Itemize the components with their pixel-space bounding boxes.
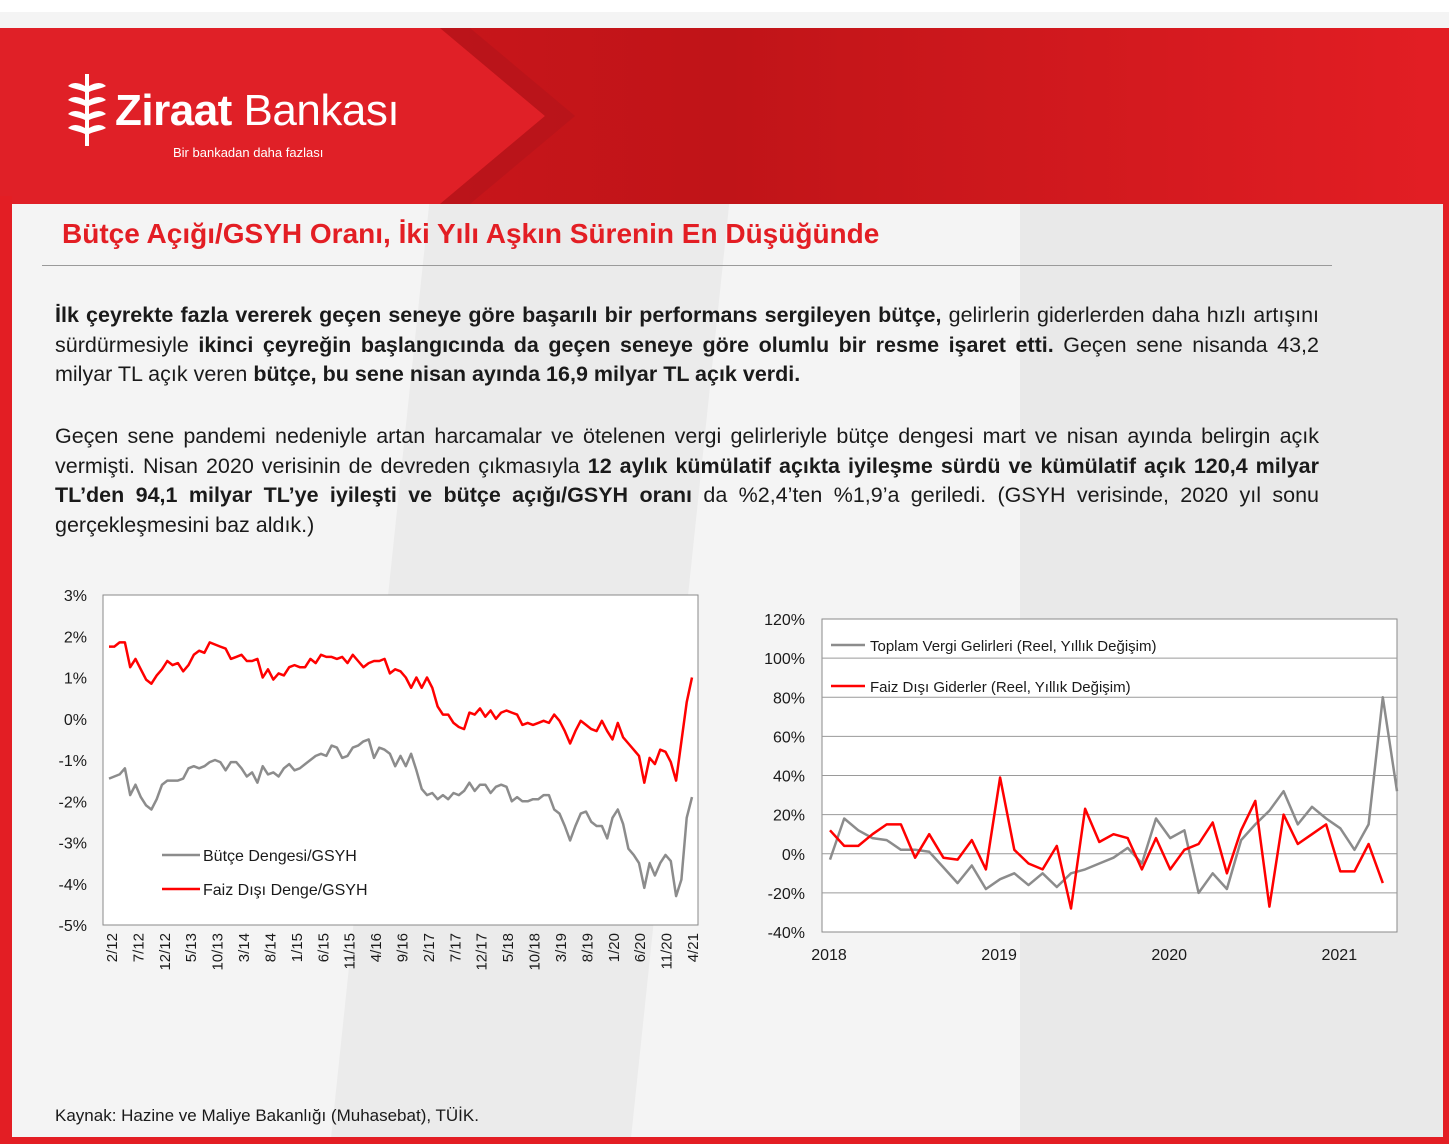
y-tick-label: 2% xyxy=(64,629,87,646)
x-tick-label: 5/13 xyxy=(183,933,200,962)
paragraph-2: Geçen sene pandemi nedeniyle artan harca… xyxy=(55,422,1319,540)
legend-label-1: Bütçe Dengesi/GSYH xyxy=(203,848,357,865)
x-tick-label: 11/20 xyxy=(659,933,676,969)
y-tick-label: -2% xyxy=(59,794,87,811)
chart-tax-revenue-spending: 120% 100% 80% 60% 40% 20% 0% -20% -40% 2018 2019 20… xyxy=(764,612,1399,964)
x-tick-label: 7/17 xyxy=(447,933,464,962)
x-tick-label: 5/18 xyxy=(500,933,517,962)
page-title: Bütçe Açığı/GSYH Oranı, İki Yılı Aşkın S… xyxy=(62,218,880,249)
x-tick-label: 8/19 xyxy=(579,933,596,962)
series-line-1 xyxy=(828,696,1399,895)
y-tick-label: 20% xyxy=(773,808,805,825)
legend-label-2: Faiz Dışı Denge/GSYH xyxy=(203,882,368,899)
title-divider xyxy=(42,265,1332,266)
paragraph-1: İlk çeyrekte fazla vererek geçen seneye … xyxy=(55,301,1319,390)
x-tick-label: 12/12 xyxy=(157,933,174,971)
series-line-2 xyxy=(109,641,694,784)
frame-border-bottom xyxy=(0,1137,1449,1144)
legend-label-1: Toplam Vergi Gelirleri (Reel, Yıllık Değ… xyxy=(870,638,1156,655)
y-tick-label: 80% xyxy=(773,690,805,707)
x-tick-label: 1/15 xyxy=(289,933,306,962)
source-note: Kaynak: Hazine ve Maliye Bakanlığı (Muha… xyxy=(55,1106,479,1125)
wheat-logo-icon xyxy=(68,74,106,146)
x-tick-label: 7/12 xyxy=(130,933,147,962)
x-tick-label: 6/20 xyxy=(632,933,649,962)
y-tick-label: 0% xyxy=(64,712,87,729)
brand-name: Ziraat Bankası xyxy=(115,86,400,135)
paragraph2-run: da %2,4’ten %1,9’a geriledi. (GSYH veris… xyxy=(55,483,1319,537)
y-tick-label: -5% xyxy=(59,918,87,935)
paragraph2-run: Geçen sene pandemi nedeniyle artan harca… xyxy=(55,424,1319,478)
series-line-1 xyxy=(108,738,694,898)
x-tick-label: 10/13 xyxy=(210,933,227,971)
y-tick-label: 60% xyxy=(773,729,805,746)
legend-label-2: Faiz Dışı Giderler (Reel, Yıllık Değişim… xyxy=(870,679,1131,696)
x-tick-label: 9/16 xyxy=(395,933,412,962)
x-tick-label: 12/17 xyxy=(474,933,491,971)
y-tick-label: 120% xyxy=(764,612,805,629)
paragraph1-run: bütçe, bu sene nisan ayında 16,9 milyar … xyxy=(253,362,801,386)
x-tick-label: 4/21 xyxy=(685,933,700,962)
x-tick-label: 11/15 xyxy=(342,933,359,969)
chart-budget-balance: 3% 2% 1% 0% -1% -2% -3% -4% -5% 2/12 7/12 12/12 5/13… xyxy=(59,588,700,971)
x-tick-label: 2018 xyxy=(811,947,847,964)
y-tick-label: 1% xyxy=(64,671,87,688)
frame-border-left xyxy=(0,196,12,1144)
y-tick-label: -40% xyxy=(768,925,805,942)
x-tick-label: 2020 xyxy=(1151,947,1187,964)
x-tick-label: 10/18 xyxy=(527,933,544,971)
header-banner xyxy=(0,28,1449,204)
x-tick-label: 4/16 xyxy=(368,933,385,962)
x-tick-label: 8/14 xyxy=(262,933,279,962)
x-tick-label: 6/15 xyxy=(315,933,332,962)
y-tick-label: 0% xyxy=(782,847,805,864)
paragraph1-run: Geçen sene nisanda 43,2 milyar TL açık v… xyxy=(55,332,1319,387)
x-tick-label: 3/14 xyxy=(236,933,253,962)
y-tick-label: -3% xyxy=(59,836,87,853)
y-tick-label: -4% xyxy=(59,877,87,894)
frame-border-right xyxy=(1443,196,1449,1144)
paragraph1-run: ikinci çeyreğin başlangıcında da geçen s… xyxy=(198,332,1054,357)
y-tick-label: 40% xyxy=(773,769,805,786)
brand-tagline: Bir bankadan daha fazlası xyxy=(173,145,324,160)
x-tick-label: 2/12 xyxy=(104,933,121,962)
x-tick-label: 2021 xyxy=(1322,947,1358,964)
series-line-2 xyxy=(829,776,1384,910)
x-tick-label: 1/20 xyxy=(606,933,623,962)
paragraph1-run: gelirlerin giderlerden daha hızlı artışı… xyxy=(55,303,1319,357)
plot-area xyxy=(102,594,699,926)
x-tick-label: 2019 xyxy=(981,947,1017,964)
y-tick-label: 3% xyxy=(64,588,87,605)
y-tick-label: -20% xyxy=(768,886,805,903)
paragraph1-run: İlk çeyrekte fazla vererek geçen seneye … xyxy=(55,303,942,327)
y-tick-label: 100% xyxy=(764,651,805,668)
x-tick-label: 2/17 xyxy=(421,933,438,962)
y-tick-label: -1% xyxy=(59,753,87,770)
paragraph2-run: 12 aylık kümülatif açıkta iyileşme sürdü… xyxy=(55,453,1319,508)
x-tick-label: 3/19 xyxy=(553,933,570,962)
